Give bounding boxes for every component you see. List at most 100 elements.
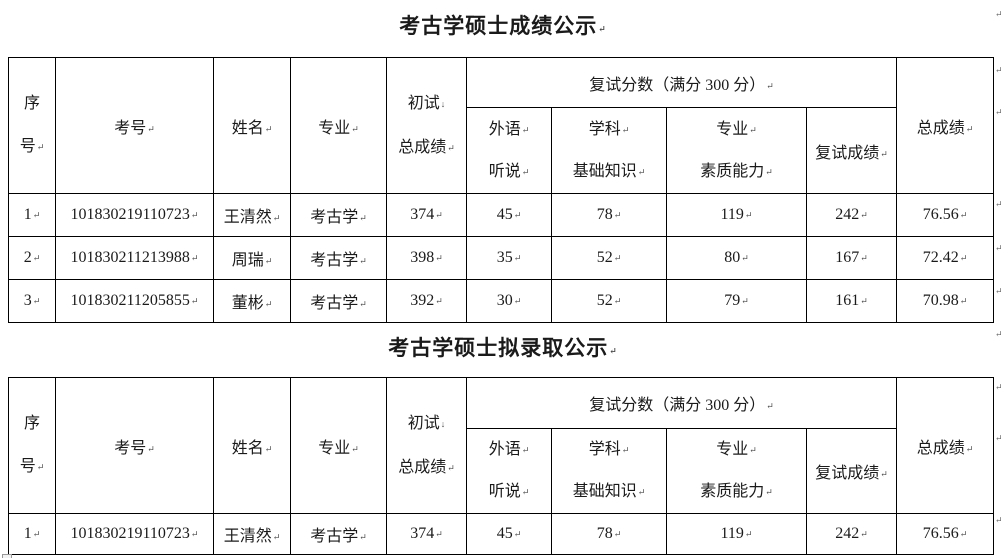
header-cell-total-score: 总成绩↵ bbox=[896, 377, 994, 514]
cell-subject-basics: 78↵ bbox=[551, 513, 667, 555]
cell-text: 听说 bbox=[488, 162, 521, 180]
cell-name: 周瑞↵ bbox=[213, 236, 291, 280]
header-cell-professional-quality: 专业↵ 素质能力↵ bbox=[666, 428, 807, 514]
cell-end-mark-icon: ↵ bbox=[744, 529, 753, 539]
cell-end-mark-icon: ↵ bbox=[351, 443, 359, 454]
cell-text: 78 bbox=[596, 525, 613, 542]
cell-text: 号 bbox=[19, 458, 36, 475]
admission-table-body: 序号↵ 考号↵ 姓名↵ 专业↵ 初试↓ 总成绩↵ 复试分数（满分 300 分）↵ 总成绩↵ 外语… bbox=[8, 377, 994, 555]
cell-text: 姓名 bbox=[231, 119, 264, 137]
cell-text: 总成绩 bbox=[398, 458, 447, 476]
row-end-mark-icon: ↵ bbox=[995, 382, 1003, 392]
header-cell-name: 姓名↵ bbox=[213, 57, 291, 194]
cell-text: 王清然 bbox=[223, 209, 272, 226]
cell-professional-quality: 80↵ bbox=[666, 236, 807, 280]
cell-initial-total: 374↵ bbox=[386, 193, 467, 237]
header-cell-seq: 序号↵ bbox=[8, 57, 56, 194]
cell-text: 1 bbox=[23, 525, 32, 542]
table-row: 3↵ 101830211205855↵ 董彬↵ 考古学↵ 392↵ 30↵ 52↵ 79↵ 16… bbox=[8, 279, 994, 323]
cell-professional-quality: 119↵ bbox=[666, 193, 807, 237]
row-end-mark-icon: ↵ bbox=[995, 199, 1003, 209]
cell-initial-total: 392↵ bbox=[386, 279, 467, 323]
cell-end-mark-icon: ↵ bbox=[359, 256, 367, 266]
cell-end-mark-icon: ↵ bbox=[621, 445, 630, 455]
cell-end-mark-icon: ↵ bbox=[513, 253, 522, 263]
cell-text: 序 bbox=[23, 95, 40, 112]
cell-text: 161 bbox=[835, 292, 860, 309]
cell-text: 学科 bbox=[588, 120, 621, 138]
cell-end-mark-icon: ↵ bbox=[264, 443, 273, 454]
cell-text: 学科 bbox=[588, 441, 621, 458]
cell-text: 序 bbox=[23, 415, 40, 432]
cell-major: 考古学↵ bbox=[290, 193, 387, 237]
cell-total-score: 72.42↵ bbox=[896, 236, 994, 280]
cell-end-mark-icon: ↵ bbox=[190, 296, 199, 306]
table-row: 1↵ 101830219110723↵ 王清然↵ 考古学↵ 374↵ 45↵ 78↵ 119↵… bbox=[8, 513, 994, 555]
cell-text: 374 bbox=[410, 206, 435, 223]
cell-text: 1 bbox=[23, 206, 32, 223]
cell-end-mark-icon: ↵ bbox=[32, 529, 41, 539]
table-row: 2↵ 101830211213988↵ 周瑞↵ 考古学↵ 398↵ 35↵ 52↵ 80↵ 16… bbox=[8, 236, 994, 280]
header-cell-retest-group: 复试分数（满分 300 分）↵ bbox=[466, 57, 897, 108]
cell-end-mark-icon: ↵ bbox=[513, 529, 522, 539]
cell-end-mark-icon: ↵ bbox=[613, 296, 622, 306]
cell-end-mark-icon: ↵ bbox=[190, 529, 199, 539]
cell-text: 初试 bbox=[407, 94, 440, 112]
cell-retest-score: 242↵ bbox=[806, 513, 897, 555]
cell-name: 王清然↵ bbox=[213, 193, 291, 237]
cell-end-mark-icon: ↵ bbox=[613, 253, 622, 263]
score-table-body: 序号↵ 考号↵ 姓名↵ 专业↵ 初试↓ 总成绩↵ 复试分数（满分 300 分）↵ 总成绩↵ 外语… bbox=[8, 57, 994, 323]
cell-text: 外语 bbox=[488, 441, 521, 458]
cell-end-mark-icon: ↵ bbox=[359, 532, 367, 542]
cell-exam-no: 101830219110723↵ bbox=[55, 193, 214, 237]
cell-text: 考古学 bbox=[310, 252, 359, 269]
cell-end-mark-icon: ↵ bbox=[965, 443, 974, 454]
cell-text: 复试成绩 bbox=[815, 465, 880, 482]
cell-text: 复试分数（满分 300 分） bbox=[589, 397, 766, 414]
cell-end-mark-icon: ↵ bbox=[147, 443, 155, 454]
cell-end-mark-icon: ↵ bbox=[32, 210, 41, 220]
cell-text: 35 bbox=[496, 249, 513, 266]
cell-end-mark-icon: ↵ bbox=[435, 529, 443, 539]
cell-text: 76.56 bbox=[922, 525, 959, 542]
cell-seq: 2↵ bbox=[8, 236, 56, 280]
cell-end-mark-icon: ↵ bbox=[744, 210, 753, 220]
cell-text: 3 bbox=[23, 292, 32, 309]
cell-text: 基础知识 bbox=[572, 483, 637, 500]
cell-end-mark-icon: ↵ bbox=[765, 166, 773, 177]
row-end-mark-icon: ↵ bbox=[995, 243, 1003, 253]
cell-text: 专业 bbox=[318, 119, 351, 137]
cell-foreign-listening: 30↵ bbox=[466, 279, 552, 323]
cell-text: 专业 bbox=[318, 439, 351, 457]
cell-text: 周瑞 bbox=[231, 252, 264, 269]
cell-text: 80 bbox=[724, 249, 741, 266]
header-cell-major: 专业↵ bbox=[290, 57, 387, 194]
cell-text: 45 bbox=[496, 525, 513, 542]
cell-retest-score: 161↵ bbox=[806, 279, 897, 323]
cell-text: 听说 bbox=[488, 483, 521, 500]
cell-text: 考号 bbox=[114, 439, 147, 457]
cell-text: 王清然 bbox=[223, 528, 272, 545]
paragraph-mark-icon: ↵ bbox=[609, 346, 618, 356]
cell-end-mark-icon: ↵ bbox=[521, 445, 530, 455]
section-title-admission: 考古学硕士拟录取公示↵ bbox=[0, 334, 1006, 362]
cell-text: 78 bbox=[596, 206, 613, 223]
cell-end-mark-icon: ↵ bbox=[447, 462, 455, 473]
cell-end-mark-icon: ↵ bbox=[880, 469, 888, 479]
cell-text: 复试分数（满分 300 分） bbox=[589, 76, 766, 94]
cell-subject-basics: 52↵ bbox=[551, 236, 667, 280]
cell-end-mark-icon: ↵ bbox=[521, 166, 530, 177]
cell-text: 119 bbox=[720, 525, 744, 542]
cell-text: 101830219110723 bbox=[70, 206, 190, 223]
cell-end-mark-icon: ↵ bbox=[359, 299, 367, 309]
section-title-scores: 考古学硕士成绩公示↵ bbox=[0, 12, 1006, 40]
cell-text: 398 bbox=[410, 249, 435, 266]
cell-text: 76.56 bbox=[922, 206, 959, 223]
cell-text: 79 bbox=[724, 292, 741, 309]
header-cell-retest-score: 复试成绩↵ bbox=[806, 428, 897, 514]
cell-end-mark-icon: ↵ bbox=[351, 123, 359, 134]
cell-end-mark-icon: ↵ bbox=[959, 253, 968, 263]
cell-end-mark-icon: ↵ bbox=[435, 296, 443, 306]
header-cell-initial-total: 初试↓ 总成绩↵ bbox=[386, 377, 467, 514]
cell-initial-total: 374↵ bbox=[386, 513, 467, 555]
